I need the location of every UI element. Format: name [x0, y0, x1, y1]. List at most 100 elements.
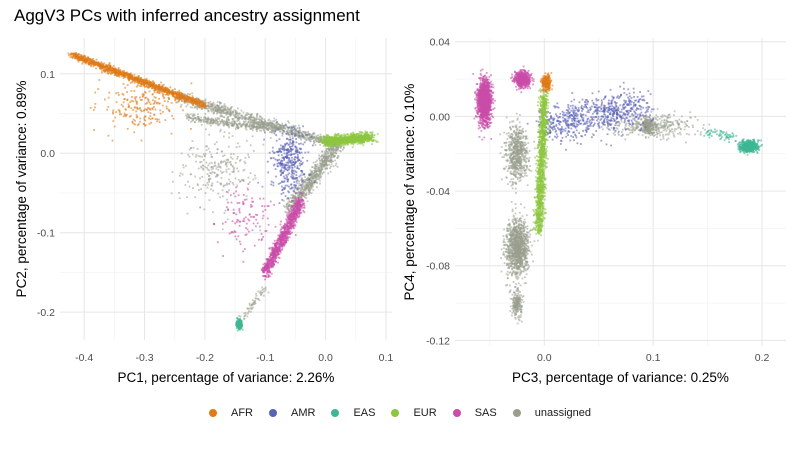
data-point [134, 98, 137, 100]
data-point [286, 164, 289, 167]
data-point [95, 61, 98, 64]
data-point [71, 57, 74, 60]
data-point [360, 131, 362, 133]
data-point [287, 210, 290, 212]
data-point [141, 95, 144, 98]
data-point [209, 122, 212, 125]
data-point [289, 139, 292, 141]
data-point [74, 57, 76, 59]
data-point [208, 181, 210, 183]
data-point [279, 128, 281, 131]
data-point [214, 175, 217, 178]
data-point [298, 180, 300, 183]
data-point [140, 83, 143, 86]
data-point [102, 63, 105, 66]
data-point [173, 91, 176, 94]
data-point [151, 84, 153, 86]
data-point [216, 175, 219, 178]
data-point [77, 56, 80, 58]
data-point [301, 177, 303, 179]
data-point [360, 135, 363, 138]
data-point [353, 137, 356, 140]
data-point [221, 119, 223, 122]
data-point [353, 140, 356, 143]
data-point [262, 294, 265, 297]
data-point [317, 174, 319, 176]
data-point [319, 133, 322, 136]
data-point [285, 164, 288, 166]
data-point [213, 165, 216, 167]
data-point [275, 139, 278, 142]
data-point [300, 196, 302, 199]
data-point [148, 79, 150, 82]
data-point [163, 88, 165, 90]
data-point [292, 143, 295, 146]
data-point [335, 152, 337, 154]
data-point [179, 172, 182, 175]
data-point [260, 121, 262, 124]
data-point [278, 124, 281, 126]
data-point [287, 150, 290, 153]
data-point [298, 162, 301, 165]
data-point [372, 138, 375, 141]
data-point [117, 74, 119, 77]
data-point [320, 170, 322, 172]
data-point [143, 91, 146, 93]
data-point [178, 97, 180, 100]
data-point [289, 131, 291, 134]
data-point [240, 125, 242, 128]
data-point [210, 153, 213, 156]
data-point [189, 106, 192, 109]
data-point [111, 139, 114, 142]
data-point [160, 88, 162, 91]
data-point [88, 61, 91, 64]
data-point [185, 105, 188, 108]
data-point [133, 81, 136, 84]
data-point [330, 151, 333, 154]
data-point [109, 73, 112, 75]
data-point [104, 98, 106, 101]
data-point [332, 143, 335, 146]
data-point [271, 150, 274, 153]
data-point [301, 185, 303, 188]
data-point [204, 155, 206, 158]
data-point [180, 96, 183, 99]
data-point [207, 147, 210, 150]
data-point [291, 176, 294, 179]
data-point [202, 99, 205, 102]
data-point [305, 187, 308, 189]
data-point [257, 125, 260, 128]
data-point [154, 87, 156, 90]
data-point [319, 177, 322, 179]
data-point [117, 67, 120, 69]
data-point [277, 162, 280, 164]
data-point [299, 174, 302, 177]
data-point [281, 156, 284, 159]
data-point [219, 170, 222, 173]
data-point [333, 138, 336, 140]
data-point [167, 97, 170, 99]
data-point [76, 57, 79, 60]
data-point [290, 162, 293, 165]
data-point [112, 69, 115, 72]
data-point [208, 133, 211, 136]
data-point [163, 91, 165, 93]
data-point [115, 92, 117, 95]
data-point [247, 118, 250, 121]
data-point [132, 77, 134, 80]
data-point [122, 115, 125, 118]
data-point [187, 153, 190, 156]
data-point [212, 119, 215, 122]
data-point [139, 99, 142, 101]
data-point [327, 172, 330, 175]
data-point [242, 169, 245, 172]
data-point [100, 65, 102, 68]
data-point [335, 139, 337, 141]
data-point [185, 114, 187, 117]
data-point [161, 93, 164, 95]
data-point [118, 111, 121, 114]
data-point [229, 115, 231, 117]
data-point [196, 183, 199, 186]
data-point [359, 140, 362, 143]
data-point [231, 121, 233, 123]
